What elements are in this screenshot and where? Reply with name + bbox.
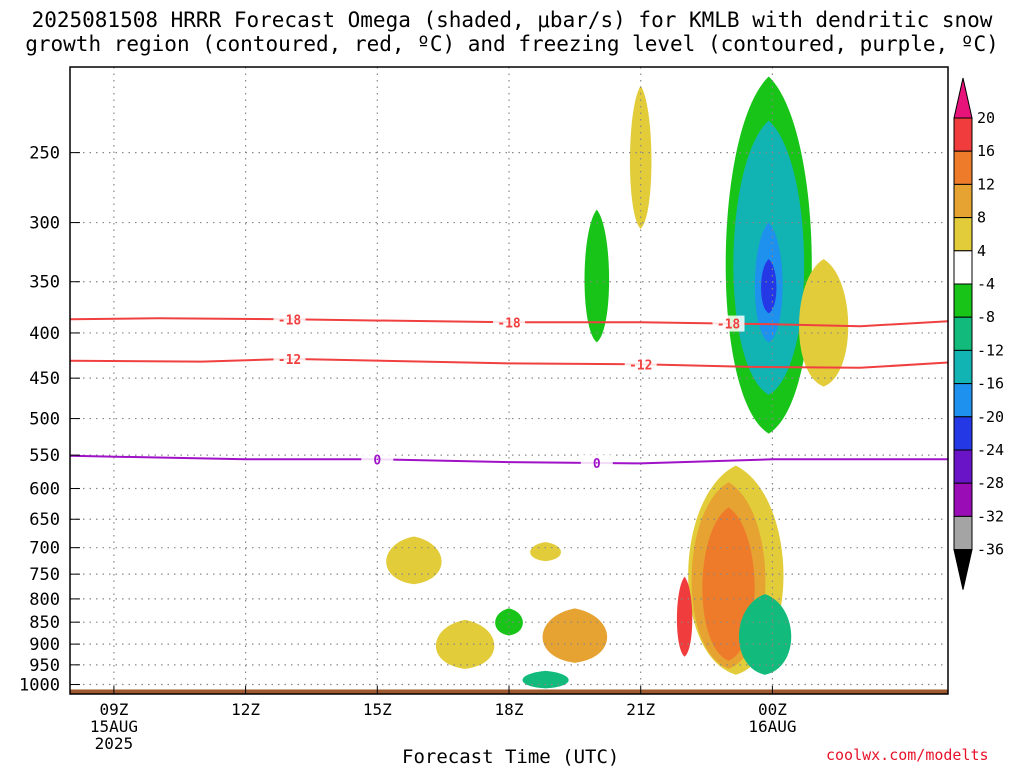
y-tick-label: 600 — [29, 480, 60, 500]
omega-region — [495, 608, 523, 636]
colorbar-bottom-arrow — [953, 549, 973, 590]
y-tick-label: 350 — [29, 273, 60, 293]
colorbar-swatch — [953, 150, 973, 185]
colorbar-label: -24 — [977, 441, 1004, 459]
colorbar-label: -4 — [977, 275, 995, 293]
y-tick-label: 650 — [29, 510, 60, 530]
x-tick-label: 2025 — [95, 734, 134, 753]
colorbar-label: 12 — [977, 175, 995, 193]
contour-label: -18 — [717, 318, 741, 333]
colorbar-swatch — [953, 416, 973, 451]
colorbar-label: 8 — [977, 209, 986, 227]
colorbar-label: 16 — [977, 142, 995, 160]
y-tick-label: 400 — [29, 324, 60, 344]
colorbar-swatch — [953, 383, 973, 418]
y-tick-label: 1000 — [19, 676, 60, 696]
colorbar-swatch — [953, 316, 973, 351]
contour-label-bg — [273, 350, 306, 367]
credit-link[interactable]: coolwx.com/modelts — [826, 746, 989, 764]
y-tick-label: 250 — [29, 144, 60, 164]
omega-fill-layer — [70, 67, 948, 694]
contour-layer: -18 -18 -18 -12 -12 0 0 — [69, 311, 949, 472]
contour-label: -12 — [629, 358, 652, 373]
y-tick-label: 450 — [29, 369, 60, 389]
y-tick-label: 500 — [29, 410, 60, 430]
colorbar-label: 20 — [977, 109, 995, 127]
contour-label-bg — [273, 311, 306, 328]
contour-label: 0 — [373, 453, 381, 468]
axes-layer: 2503003504004505005506006507007508008509… — [19, 66, 949, 753]
x-tick-label: 21Z — [626, 700, 655, 719]
colorbar-swatch — [953, 117, 973, 152]
contour-label: -18 — [278, 313, 302, 328]
grid-layer — [70, 67, 948, 694]
omega-region — [435, 619, 495, 669]
colorbar-swatch — [953, 482, 973, 517]
colorbar-label: 4 — [977, 242, 986, 260]
colorbar-label: -16 — [977, 375, 1004, 393]
colorbar-swatch — [953, 349, 973, 385]
x-tick-label: 18Z — [495, 700, 524, 719]
contour-label-bg — [580, 454, 613, 471]
colorbar-swatch — [953, 217, 973, 252]
x-tick-label: 15Z — [363, 700, 392, 719]
y-tick-label: 900 — [29, 635, 60, 655]
x-tick-label: 16AUG — [748, 717, 796, 736]
colorbar-swatch — [953, 449, 973, 484]
omega-region — [522, 670, 569, 689]
plot-frame — [69, 66, 949, 695]
contour-line — [69, 357, 949, 369]
contour-label-bg — [493, 314, 525, 331]
y-tick-label: 850 — [29, 613, 60, 633]
contour-label: -12 — [278, 353, 301, 368]
omega-region — [584, 209, 610, 343]
contour-label-bg — [712, 315, 745, 332]
y-tick-label: 550 — [29, 446, 60, 466]
title-line-2: growth region (contoured, red, ºC) and f… — [25, 32, 999, 56]
x-axis-label: Forecast Time (UTC) — [402, 746, 620, 768]
title-line-1: 2025081508 HRRR Forecast Omega (shaded, … — [31, 8, 993, 32]
contour-line — [69, 317, 949, 328]
colorbar-swatch — [953, 250, 973, 285]
contour-line — [69, 454, 948, 465]
y-tick-label: 950 — [29, 656, 60, 676]
x-tick-label: 15AUG — [90, 717, 138, 736]
y-tick-label: 800 — [29, 590, 60, 610]
chart-title: 2025081508 HRRR Forecast Omega (shaded, … — [0, 8, 1024, 56]
contour-label-bg — [361, 451, 394, 468]
colorbar-label: -36 — [977, 541, 1004, 559]
omega-region — [676, 576, 693, 657]
omega-region — [629, 85, 652, 229]
colorbar: 20 16 12 8 4 -4 -8 -12 -16 -20 -24 -28 -32 -36 — [953, 77, 1004, 590]
omega-region — [761, 259, 777, 314]
y-tick-label: 300 — [29, 214, 60, 234]
omega-region — [738, 594, 792, 675]
contour-label-bg — [624, 356, 657, 373]
colorbar-swatch — [953, 515, 973, 551]
colorbar-top-arrow — [953, 77, 973, 119]
x-tick-label: 00Z — [758, 700, 787, 719]
colorbar-label: -28 — [977, 474, 1004, 492]
y-tick-label: 750 — [29, 565, 60, 585]
colorbar-label: -8 — [977, 308, 995, 326]
omega-region — [530, 542, 561, 562]
colorbar-swatch — [953, 283, 973, 318]
x-tick-label: 12Z — [231, 700, 260, 719]
colorbar-label: -12 — [977, 341, 1004, 359]
y-tick-label: 700 — [29, 539, 60, 559]
contour-label: -18 — [497, 316, 521, 331]
omega-region — [386, 536, 442, 585]
omega-region — [799, 259, 849, 387]
x-tick-label: 09Z — [99, 700, 128, 719]
colorbar-label: -20 — [977, 408, 1004, 426]
colorbar-label: -32 — [977, 507, 1004, 525]
contour-label: 0 — [593, 457, 601, 472]
colorbar-swatch — [953, 183, 973, 219]
